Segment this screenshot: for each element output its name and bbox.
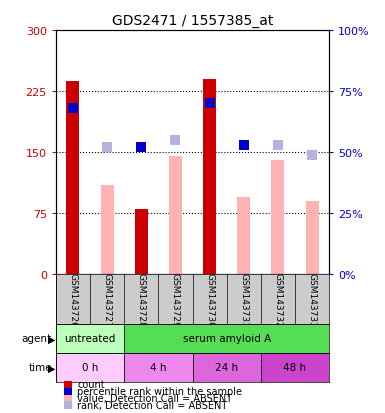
Text: GSM143728: GSM143728 [137,272,146,327]
Text: agent: agent [22,334,52,344]
Text: GSM143729: GSM143729 [171,272,180,327]
Text: 24 h: 24 h [215,363,238,373]
Bar [203,80,216,275]
Bar [135,210,148,275]
Text: GSM143733: GSM143733 [308,272,316,327]
Text: ▶: ▶ [48,334,55,344]
Point [172,137,179,144]
Bar [192,353,261,382]
Text: 48 h: 48 h [283,363,306,373]
Text: GSM143731: GSM143731 [239,272,248,327]
Text: time: time [28,363,52,373]
Bar [56,353,124,382]
Bar [56,324,124,353]
Bar [169,157,182,275]
Bar [237,197,250,275]
Text: count: count [77,379,105,389]
Text: GSM143732: GSM143732 [273,272,283,327]
Bar [100,185,114,275]
Text: ▶: ▶ [48,363,55,373]
Text: percentile rank within the sample: percentile rank within the sample [77,386,242,396]
Bar [261,353,329,382]
Text: 4 h: 4 h [150,363,167,373]
Point [241,142,247,149]
Bar [271,161,285,275]
Point [309,152,315,159]
Point [206,101,213,107]
Bar [67,82,79,275]
Text: value, Detection Call = ABSENT: value, Detection Call = ABSENT [77,393,232,403]
Point [275,142,281,149]
Point [138,145,144,151]
Text: serum amyloid A: serum amyloid A [182,334,271,344]
Text: untreated: untreated [64,334,116,344]
Point [104,145,110,151]
Text: GSM143730: GSM143730 [205,272,214,327]
Text: 0 h: 0 h [82,363,98,373]
Bar [124,324,329,353]
Text: GSM143727: GSM143727 [102,272,112,327]
Text: GSM143726: GSM143726 [69,272,77,327]
Text: rank, Detection Call = ABSENT: rank, Detection Call = ABSENT [77,400,227,410]
Point [70,106,76,112]
Bar [124,353,192,382]
Text: GDS2471 / 1557385_at: GDS2471 / 1557385_at [112,14,273,28]
Bar [306,202,318,275]
